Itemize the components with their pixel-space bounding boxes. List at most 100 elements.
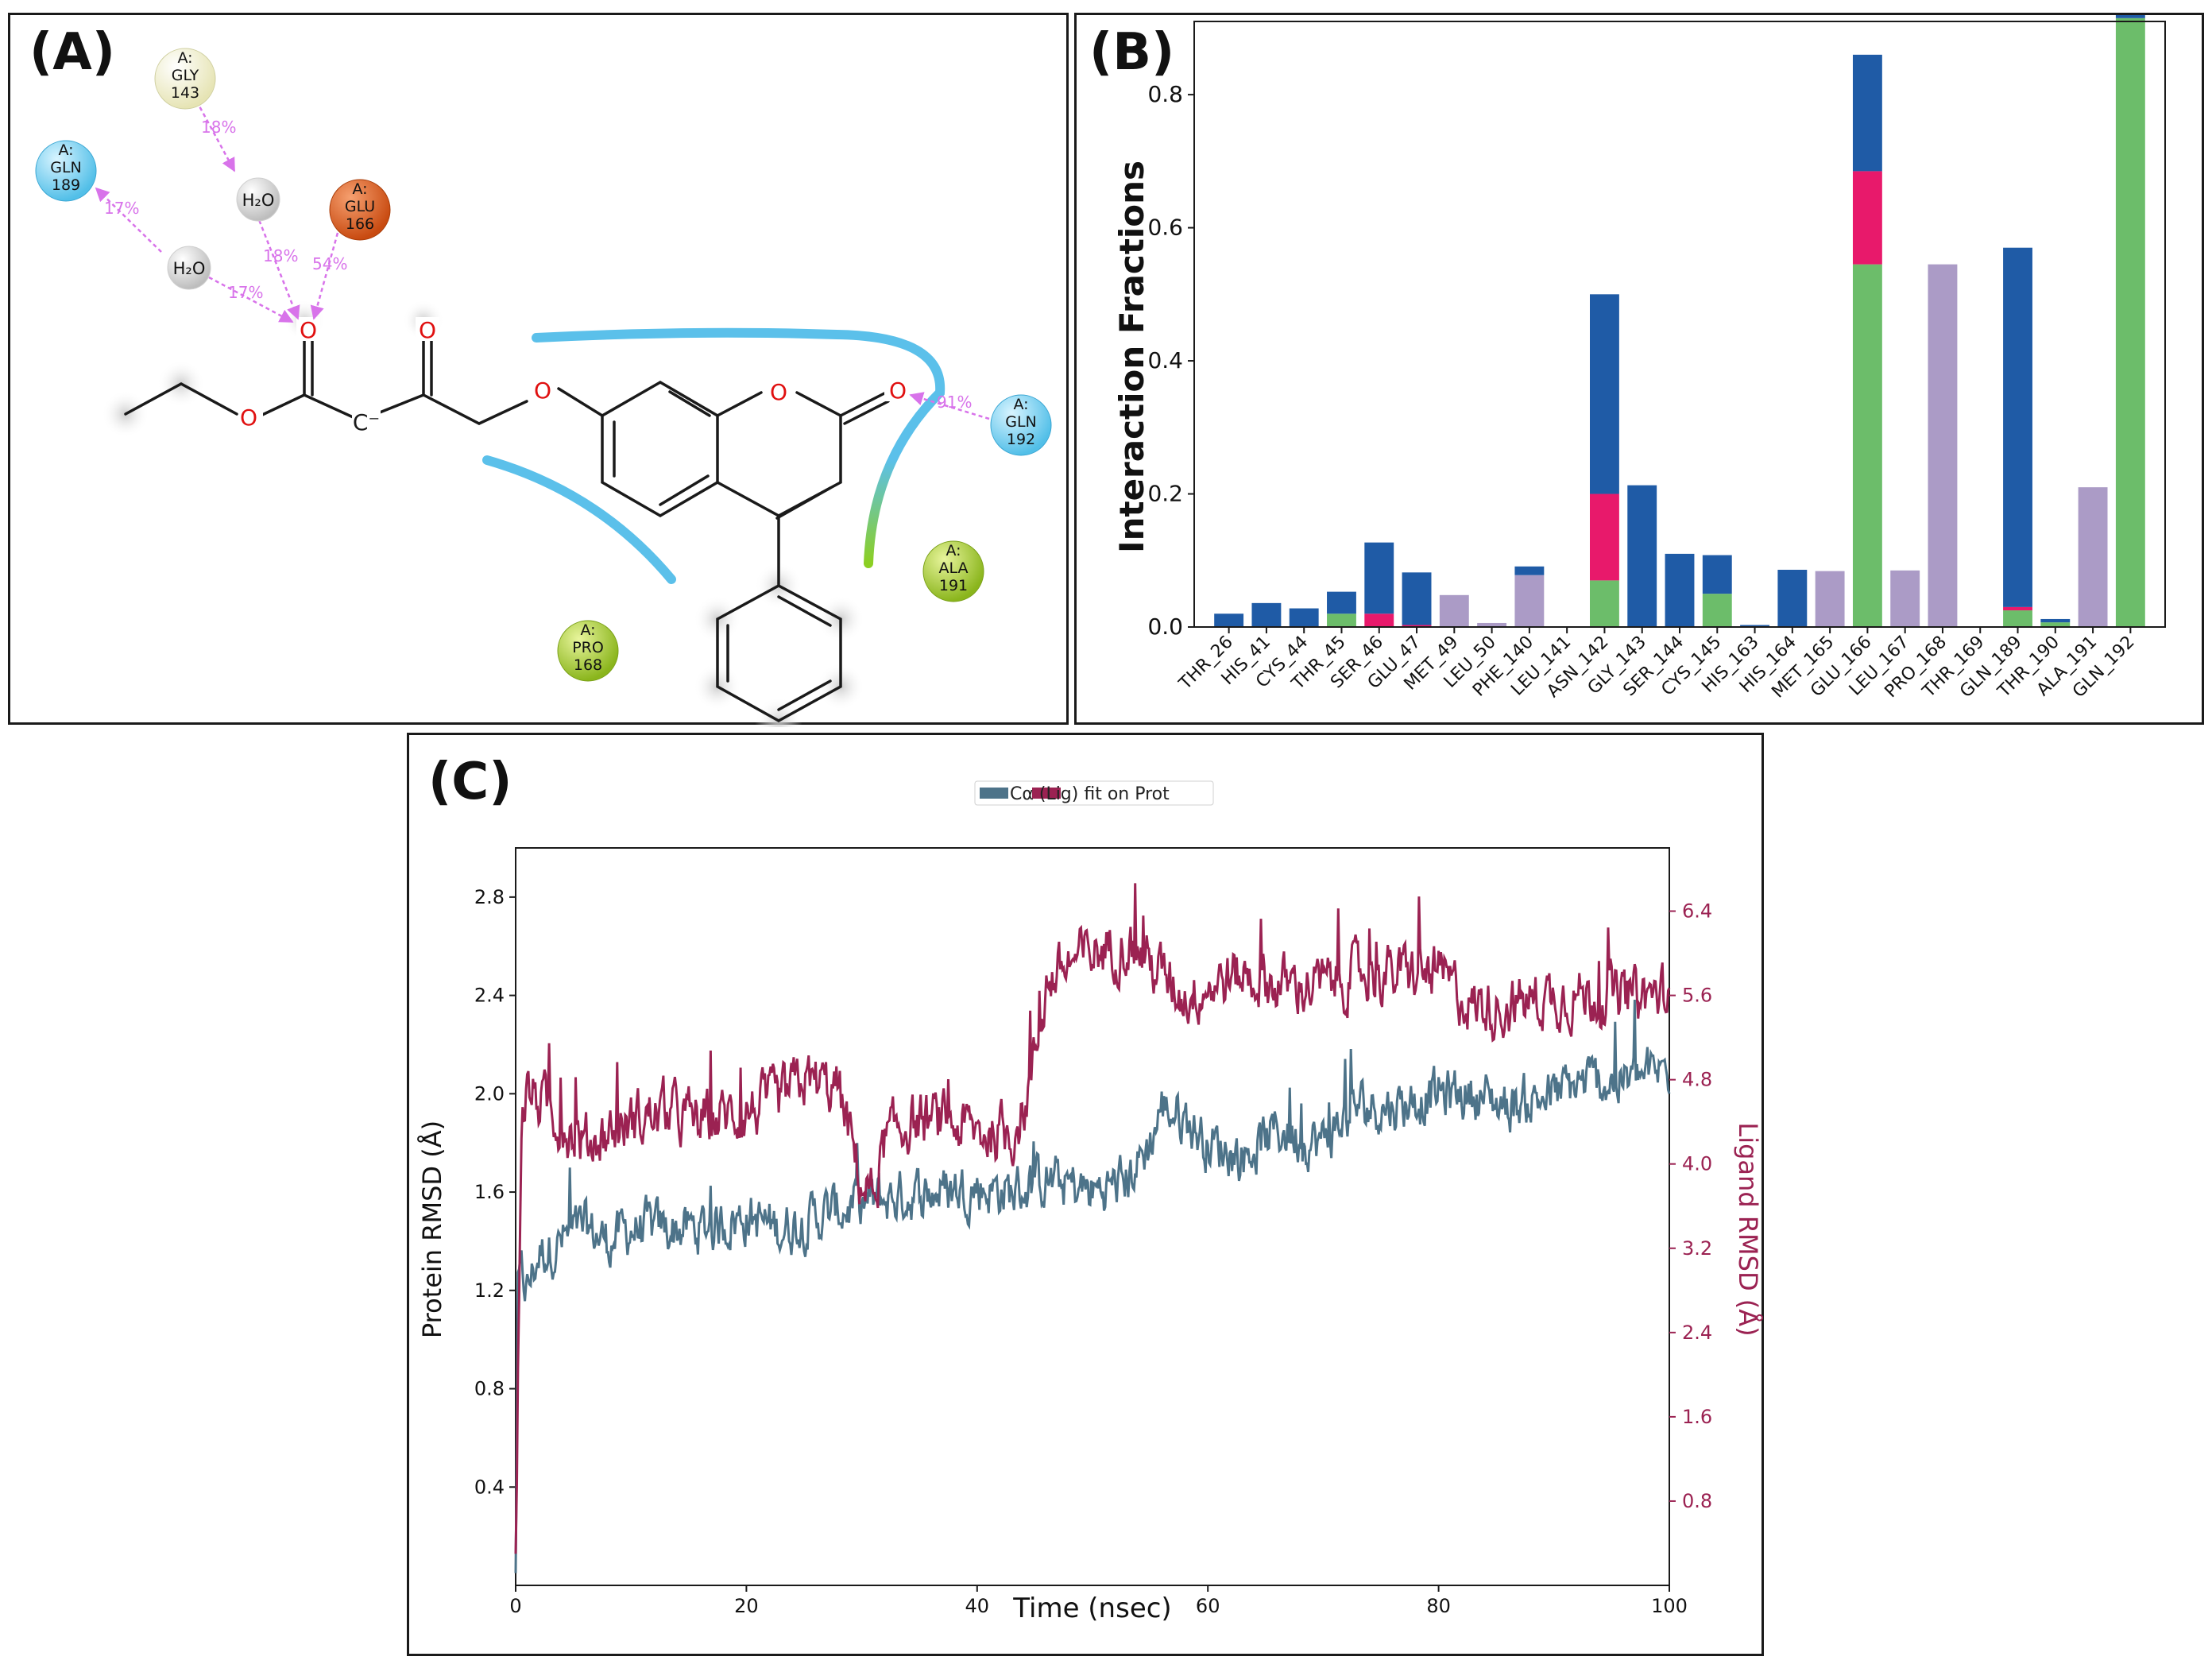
bar-glu_166-ionic: [1852, 171, 1882, 265]
bar-cys_145-water-bridges: [1702, 555, 1732, 594]
ligand-atom-labels: O O O O O O C⁻: [239, 317, 908, 435]
y-tick-label: 0.6: [1147, 215, 1183, 241]
bar-ser_144-water-bridges: [1665, 553, 1695, 627]
rmsd-chart-svg: (C) Cα (Lig) fit on Prot 0 20 40 60 80 100 0.4…: [417, 753, 1763, 1624]
bar-leu_50-hydrophobic: [1477, 622, 1507, 627]
water-1: H₂O: [242, 191, 275, 210]
y-tick-label: 0.8: [1147, 81, 1183, 107]
y-tick-label: 2.4: [474, 985, 505, 1007]
panel-c-label: (C): [428, 753, 512, 811]
residue-gln-189: A: GLN 189: [35, 140, 97, 202]
panel-b-interaction-fractions: (B) Interaction Fractions 0.0 0.2 0.4 0.6 0.…: [1074, 13, 2204, 725]
svg-text:A:: A:: [177, 49, 192, 67]
y2-tick-label: 2.4: [1682, 1322, 1712, 1344]
bar-gln_189-h-bonds: [2003, 610, 2032, 627]
legend-text: Cα (Lig) fit on Prot: [1010, 784, 1170, 804]
y2-tick-label: 4.0: [1682, 1153, 1712, 1175]
residue-pro-168: A: PRO 168: [557, 620, 619, 682]
solvent-exposure-halos: [102, 300, 864, 727]
pocket-outline-right: [532, 327, 946, 568]
y-tick-label: 0.4: [1147, 347, 1183, 373]
svg-text:GLY: GLY: [172, 67, 199, 84]
bar-gln_192-h-bonds: [2115, 17, 2145, 628]
svg-text:91%: 91%: [937, 393, 972, 412]
pocket-outline-left: [482, 455, 676, 584]
y-tick-label: 1.6: [474, 1181, 505, 1203]
bar-his_164-water-bridges: [1777, 569, 1808, 627]
svg-text:191: 191: [939, 577, 968, 594]
svg-text:GLU: GLU: [345, 198, 375, 215]
y-tick-label: 0.4: [474, 1476, 505, 1498]
bar-phe_140-water-bridges: [1514, 566, 1545, 575]
y-tick-label: 1.2: [474, 1279, 505, 1302]
y-axis-label: Protein RMSD (Å): [417, 1120, 447, 1338]
bar-ala_191-hydrophobic: [2078, 487, 2108, 627]
residue-gln-192: A: GLN 192: [990, 394, 1052, 456]
svg-text:168: 168: [574, 656, 602, 674]
bar-glu_47-ionic: [1402, 625, 1432, 627]
x-tick-label: 0: [509, 1595, 521, 1617]
bar-cys_145-h-bonds: [1702, 594, 1732, 627]
y-tick-label: 0.0: [1147, 613, 1183, 640]
bar-his_41-water-bridges: [1251, 602, 1282, 627]
legend: Cα (Lig) fit on Prot: [974, 780, 1214, 806]
bar-his_163-water-bridges: [1740, 625, 1769, 627]
svg-text:192: 192: [1007, 431, 1035, 448]
y2-axis-label: Ligand RMSD (Å): [1733, 1122, 1763, 1336]
bar-thr_190-water-bridges: [2040, 618, 2071, 623]
residue-bubbles: A: GLY 143 A: GLN 189 A: GLU 166 A: GLN …: [35, 48, 1052, 682]
bar-phe_140-hydrophobic: [1514, 575, 1545, 627]
svg-text:189: 189: [52, 176, 80, 194]
svg-text:18%: 18%: [263, 246, 298, 265]
axis-ticks: 0 20 40 60 80 100 0.4 0.8 1.2 1.6 2.0 2.4 2.8 0.8 1.6 2…: [474, 886, 1712, 1617]
svg-text:PRO: PRO: [572, 639, 604, 656]
plot-frame: [1193, 21, 2166, 628]
y-tick-label: 0.8: [474, 1378, 505, 1400]
bar-thr_190-h-bonds: [2040, 622, 2071, 627]
x-tick-label: 40: [965, 1595, 990, 1617]
bar-glu_166-h-bonds: [1852, 264, 1882, 627]
residue-glu-166: A: GLU 166: [329, 179, 391, 241]
svg-text:54%: 54%: [312, 254, 347, 273]
bar-series: [1214, 15, 2145, 628]
svg-text:17%: 17%: [104, 199, 139, 218]
atom-o-ester: O: [240, 404, 257, 431]
bar-met_165-hydrophobic: [1815, 571, 1845, 627]
ligand-diagram-svg: (A): [29, 23, 1052, 727]
bar-met_49-hydrophobic: [1439, 594, 1469, 627]
water-molecules: H₂O H₂O: [167, 177, 280, 290]
svg-text:166: 166: [346, 215, 374, 233]
bar-asn_142-ionic: [1590, 493, 1619, 581]
svg-text:A:: A:: [946, 542, 961, 559]
svg-text:17%: 17%: [228, 283, 263, 302]
panel-a-label: (A): [29, 23, 115, 82]
interaction-arrows: [95, 94, 990, 420]
bar-glu_47-water-bridges: [1402, 572, 1432, 625]
bar-ser_46-ionic: [1364, 613, 1394, 627]
x-axis-label: Time (nsec): [1012, 1593, 1171, 1624]
bar-ser_46-water-bridges: [1364, 542, 1394, 614]
ligand-bonds: [124, 331, 890, 723]
panel-b-label: (B): [1089, 23, 1174, 82]
x-tick-label: 100: [1651, 1595, 1688, 1617]
bar-thr_45-h-bonds: [1327, 613, 1356, 627]
svg-text:A:: A:: [58, 141, 73, 159]
bar-gln_189-ionic: [2003, 606, 2032, 611]
y2-tick-label: 0.8: [1682, 1490, 1712, 1512]
atom-o-carbonyl1: O: [300, 317, 317, 343]
bar-asn_142-h-bonds: [1590, 580, 1619, 627]
svg-text:A:: A:: [352, 180, 367, 198]
plot-frame: [515, 847, 1670, 1586]
atom-carbanion: C⁻: [353, 409, 380, 435]
svg-text:18%: 18%: [201, 118, 236, 137]
y-tick-label: 0.2: [1147, 481, 1183, 507]
x-tick-label: 80: [1426, 1595, 1451, 1617]
y-tick-label: 2.0: [474, 1082, 505, 1105]
residue-ala-191: A: ALA 191: [922, 540, 984, 602]
bar-gln_192-water-bridges: [2115, 15, 2145, 18]
protein-rmsd-line: [514, 999, 1671, 1573]
svg-text:GLN: GLN: [50, 159, 82, 176]
panel-c-rmsd-plot: (C) Cα (Lig) fit on Prot 0 20 40 60 80 100 0.4…: [407, 733, 1764, 1656]
y2-tick-label: 3.2: [1682, 1237, 1712, 1260]
y-axis-ticks: 0.0 0.2 0.4 0.6 0.8: [1147, 81, 1194, 640]
